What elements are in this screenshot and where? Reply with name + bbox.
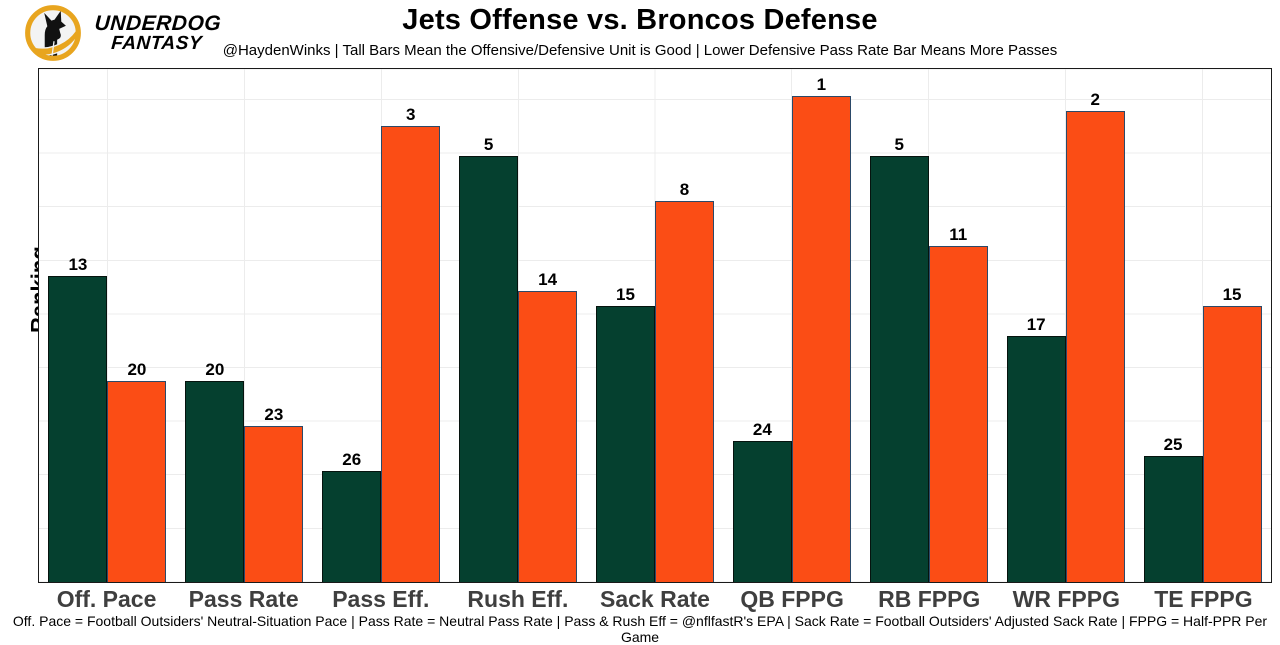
footer-note: Off. Pace = Football Outsiders' Neutral-…: [12, 613, 1268, 645]
x-tick-label-rush-eff: Rush Eff.: [467, 586, 569, 612]
bar-group-pass-rate: 20 23: [175, 69, 313, 582]
bar-group-wr-fppg: 17 2: [997, 69, 1135, 582]
offense-bar-rb-fppg: 5: [869, 135, 929, 582]
offense-bar-pass-eff: 26: [322, 450, 382, 582]
bar-value-label: 5: [483, 135, 494, 154]
plot-area: 13 20 20 23 26 3 5 14 15 8 24 1 5 11 17 2 25 15: [38, 68, 1272, 583]
header: UNDERDOG FANTASY Jets Offense vs. Bronco…: [0, 0, 1280, 66]
bar-value-label: 1: [816, 75, 827, 94]
underdog-logo: UNDERDOG FANTASY: [22, 2, 222, 64]
defense-bar-pass-eff: 3: [381, 105, 441, 582]
bar-value-label: 15: [616, 285, 635, 304]
bar-group-te-fppg: 25 15: [1134, 69, 1272, 582]
bar-value-label: 3: [405, 105, 416, 124]
defense-bar-pass-rate: 23: [244, 405, 304, 582]
offense-bar-te-fppg: 25: [1143, 435, 1203, 582]
x-tick-label-sack-rate: Sack Rate: [600, 586, 710, 612]
offense-bar-pass-rate: 20: [185, 360, 245, 582]
bar-group-qb-fppg: 24 1: [723, 69, 861, 582]
defense-bar-wr-fppg: 2: [1065, 90, 1125, 582]
defense-bar-qb-fppg: 1: [791, 75, 851, 582]
bar-group-sack-rate: 15 8: [586, 69, 724, 582]
bar-value-label: 23: [264, 405, 284, 424]
bar-value-label: 26: [342, 450, 362, 469]
defense-bar-rush-eff: 14: [518, 270, 578, 582]
x-tick-label-rb-fppg: RB FPPG: [878, 586, 981, 612]
bar-value-label: 20: [205, 360, 225, 379]
bar-value-label: 24: [752, 420, 772, 439]
underdog-dog-icon: [25, 5, 81, 61]
defense-bar-te-fppg: 15: [1202, 285, 1262, 582]
bar-value-label: 20: [127, 360, 147, 379]
bar-value-label: 13: [68, 255, 88, 274]
chart-title: Jets Offense vs. Broncos Defense: [402, 4, 878, 36]
bar-group-rb-fppg: 5 11: [860, 69, 998, 582]
offense-bar-rush-eff: 5: [459, 135, 519, 582]
x-tick-label-pass-rate: Pass Rate: [188, 586, 299, 612]
bar-group-off-pace: 13 20: [39, 69, 176, 582]
x-tick-label-pass-eff: Pass Eff.: [332, 586, 430, 612]
defense-bar-rb-fppg: 11: [928, 225, 988, 582]
offense-bar-qb-fppg: 24: [732, 420, 792, 582]
bar-value-label: 5: [894, 135, 905, 154]
chart-subtitle: @HaydenWinks | Tall Bars Mean the Offens…: [222, 42, 1058, 59]
x-tick-label-wr-fppg: WR FPPG: [1012, 586, 1120, 612]
defense-bar-off-pace: 20: [107, 360, 167, 582]
x-tick-label-te-fppg: TE FPPG: [1154, 586, 1253, 612]
bar-group-pass-eff: 26 3: [312, 69, 450, 582]
bar-value-label: 11: [949, 225, 968, 244]
bar-value-label: 8: [679, 180, 690, 199]
bar-value-label: 17: [1026, 315, 1046, 334]
x-axis-labels: Off. Pace Pass Rate Pass Eff. Rush Eff. Sack…: [38, 586, 1272, 613]
bar-value-label: 2: [1090, 90, 1100, 109]
defense-bar-sack-rate: 8: [655, 180, 714, 582]
offense-bar-wr-fppg: 17: [1006, 315, 1066, 582]
bar-value-label: 14: [538, 270, 558, 289]
offense-bar-off-pace: 13: [48, 255, 108, 582]
bar-value-label: 15: [1222, 285, 1242, 304]
offense-bar-sack-rate: 15: [596, 285, 655, 582]
titles: Jets Offense vs. Broncos Defense @Hayden…: [0, 4, 1280, 59]
bar-group-rush-eff: 5 14: [449, 69, 587, 582]
x-tick-label-qb-fppg: QB FPPG: [740, 586, 844, 612]
bar-value-label: 25: [1163, 435, 1183, 454]
x-tick-label-off-pace: Off. Pace: [56, 586, 157, 612]
